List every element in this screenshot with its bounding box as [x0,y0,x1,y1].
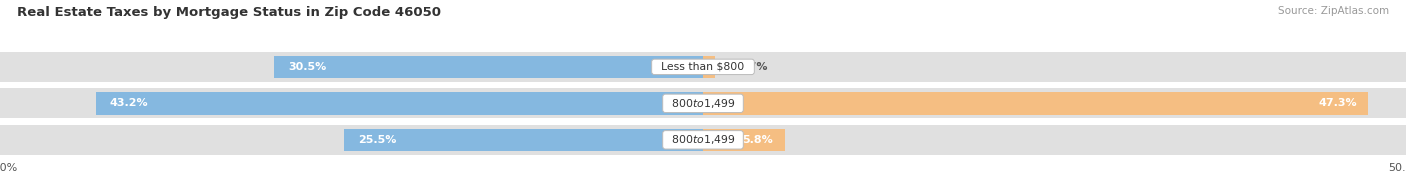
Legend: Without Mortgage, With Mortgage: Without Mortgage, With Mortgage [579,191,827,195]
Text: 0.87%: 0.87% [730,62,768,72]
Text: 30.5%: 30.5% [288,62,326,72]
Text: 43.2%: 43.2% [110,98,148,108]
Bar [703,92,1368,115]
Bar [0,52,1406,82]
Text: Real Estate Taxes by Mortgage Status in Zip Code 46050: Real Estate Taxes by Mortgage Status in … [17,6,441,19]
Bar [0,125,1406,155]
Bar [703,56,716,78]
Text: Less than $800: Less than $800 [654,62,752,72]
Bar [0,88,1406,118]
Text: Source: ZipAtlas.com: Source: ZipAtlas.com [1278,6,1389,16]
Bar [96,92,703,115]
Bar [344,129,703,151]
Bar [703,129,785,151]
Text: 47.3%: 47.3% [1319,98,1357,108]
Text: $800 to $1,499: $800 to $1,499 [665,97,741,110]
Bar [274,56,703,78]
Text: $800 to $1,499: $800 to $1,499 [665,133,741,146]
Text: 25.5%: 25.5% [359,135,396,145]
Text: 5.8%: 5.8% [742,135,773,145]
